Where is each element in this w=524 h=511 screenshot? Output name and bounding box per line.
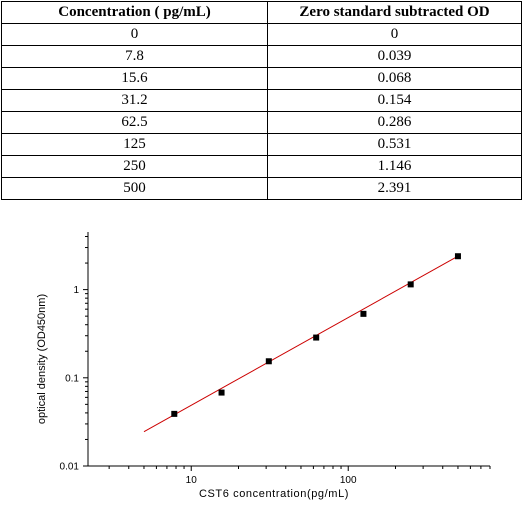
table-row: 0 0 (1, 23, 522, 46)
cell-concentration: 0 (1, 23, 268, 46)
cell-od: 0.286 (267, 111, 522, 134)
cell-od: 0 (267, 23, 522, 46)
cell-concentration: 15.6 (1, 67, 268, 90)
y-tick-label: 0.01 (60, 462, 80, 473)
cell-concentration: 125 (1, 133, 268, 156)
fit-line-group (143, 255, 459, 433)
data-point (313, 334, 320, 341)
table-row: 250 1.146 (1, 155, 522, 178)
y-tick-label: 0.1 (65, 373, 79, 384)
table-header-row: Concentration ( pg/mL) Zero standard sub… (1, 1, 522, 24)
data-point (407, 281, 414, 288)
x-tick-label: 10 (186, 475, 198, 486)
cell-od: 2.391 (267, 177, 522, 200)
data-point (218, 389, 225, 396)
table-row: 7.8 0.039 (1, 45, 522, 68)
table-row: 62.5 0.286 (1, 111, 522, 134)
header-od: Zero standard subtracted OD (267, 1, 522, 24)
cell-od: 0.154 (267, 89, 522, 112)
y-axis-label: optical density (OD450nm) (36, 294, 48, 424)
table-row: 125 0.531 (1, 133, 522, 156)
cell-concentration: 250 (1, 155, 268, 178)
table-row: 500 2.391 (1, 177, 522, 200)
cell-concentration: 62.5 (1, 111, 268, 134)
data-point (171, 410, 178, 417)
cell-concentration: 500 (1, 177, 268, 200)
cell-od: 0.068 (267, 67, 522, 90)
cell-od: 1.146 (267, 155, 522, 178)
table-row: 15.6 0.068 (1, 67, 522, 90)
cell-od: 0.531 (267, 133, 522, 156)
data-point (265, 358, 272, 365)
cell-concentration: 31.2 (1, 89, 268, 112)
header-concentration: Concentration ( pg/mL) (1, 1, 268, 24)
x-tick-label: 100 (340, 475, 357, 486)
cell-od: 0.039 (267, 45, 522, 68)
y-tick-label: 1 (73, 285, 79, 296)
table-row: 31.2 0.154 (1, 89, 522, 112)
standard-curve-table: Concentration ( pg/mL) Zero standard sub… (1, 1, 522, 200)
data-point (454, 253, 461, 260)
data-points-group (171, 253, 461, 417)
cell-concentration: 7.8 (1, 45, 268, 68)
chart-axes (87, 232, 490, 467)
x-axis-label: CST6 concentration(pg/mL) (199, 488, 349, 500)
data-point (360, 310, 367, 317)
fit-line (143, 255, 459, 433)
tick-group: 10 100 0.01 0.1 1 (60, 236, 491, 486)
